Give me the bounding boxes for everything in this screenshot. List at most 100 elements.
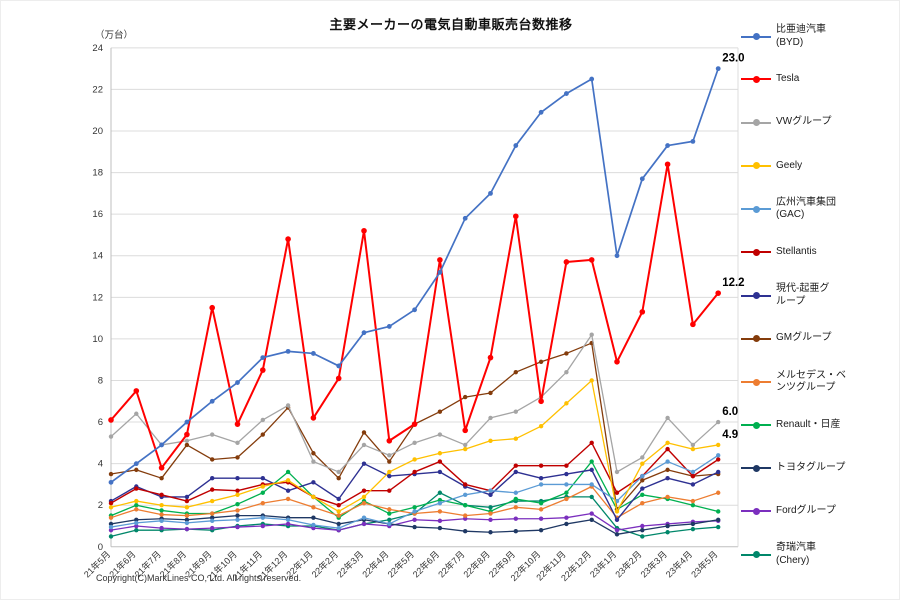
legend-dot-icon — [753, 119, 760, 127]
data-point — [488, 415, 493, 421]
y-tick-label: 8 — [98, 375, 103, 386]
data-point — [134, 517, 139, 522]
y-tick-label: 16 — [92, 209, 103, 220]
legend-item-Renault・日産: Renault・日産 — [741, 419, 840, 432]
data-point — [437, 518, 443, 524]
data-point — [614, 490, 620, 495]
data-point — [588, 257, 595, 263]
data-point — [387, 459, 392, 464]
y-tick-label: 10 — [92, 334, 103, 345]
x-tick-label: 22年4月 — [360, 548, 391, 579]
data-point — [564, 515, 569, 520]
data-point — [108, 505, 114, 510]
data-point — [412, 509, 417, 514]
data-point — [513, 529, 518, 534]
data-point — [285, 517, 291, 522]
data-point — [361, 430, 367, 435]
data-point — [108, 515, 114, 520]
data-point — [513, 409, 518, 414]
x-tick-label: 22年5月 — [385, 548, 416, 579]
data-point — [640, 478, 645, 483]
data-point — [133, 388, 140, 394]
data-point — [614, 532, 620, 537]
data-point — [361, 500, 367, 506]
legend-line-marker-icon — [741, 464, 771, 472]
data-point — [513, 213, 519, 220]
data-point — [716, 419, 721, 425]
data-point — [336, 475, 341, 481]
data-point — [564, 496, 569, 502]
legend-dot-icon — [753, 335, 760, 343]
data-point — [184, 438, 190, 443]
legend-label: Renault・日産 — [776, 418, 841, 430]
data-point — [463, 394, 468, 400]
data-point — [235, 488, 240, 493]
gridlines — [111, 47, 738, 548]
data-point — [463, 482, 468, 487]
data-point — [184, 419, 190, 425]
data-point — [386, 324, 392, 329]
data-point — [538, 507, 544, 512]
legend-line-marker-icon — [741, 162, 771, 170]
legend-line-marker-icon — [741, 378, 771, 386]
data-point — [589, 494, 594, 500]
data-point — [538, 482, 544, 487]
data-point — [513, 469, 518, 475]
data-point — [285, 348, 291, 354]
y-tick-label: 14 — [92, 251, 103, 262]
data-point — [716, 524, 721, 530]
y-tick-label: 0 — [98, 542, 103, 553]
data-point — [209, 398, 215, 404]
data-point — [336, 469, 341, 475]
data-point — [513, 143, 519, 148]
data-point — [336, 496, 341, 502]
data-point — [462, 215, 468, 221]
data-point — [184, 517, 190, 522]
legend-label: VWグループ — [776, 116, 832, 128]
data-point — [589, 467, 594, 473]
data-point — [311, 451, 316, 456]
legend-label: トヨタグループ — [776, 462, 846, 473]
data-point — [134, 520, 139, 526]
data-point — [260, 515, 265, 520]
legend-item-GMグループ: GMグループ — [741, 332, 832, 345]
legend-item-Geely: Geely — [741, 160, 802, 173]
data-point — [387, 517, 392, 522]
legend-dot-icon — [753, 292, 760, 300]
data-point — [184, 442, 190, 448]
data-point — [488, 488, 493, 493]
data-point — [311, 480, 316, 485]
data-point — [488, 505, 493, 510]
data-point — [437, 469, 443, 475]
data-point — [311, 494, 316, 500]
legend-line-marker-icon — [741, 507, 771, 515]
data-point — [690, 473, 696, 479]
data-point — [437, 509, 443, 514]
x-tick-label: 22年2月 — [309, 548, 340, 579]
legend-dot-icon — [753, 378, 760, 386]
data-point — [108, 527, 114, 533]
data-point — [690, 498, 696, 504]
data-point — [134, 527, 139, 533]
data-point — [134, 411, 139, 416]
data-point — [234, 421, 241, 427]
data-point — [235, 508, 240, 513]
data-point — [260, 432, 265, 437]
chart-title: 主要メーカーの電気自動車販売台数推移 — [329, 17, 573, 32]
legend-label: Tesla — [776, 73, 800, 85]
data-point — [108, 524, 114, 530]
legend-line-marker-icon — [741, 551, 771, 559]
data-point — [285, 521, 291, 527]
data-point — [513, 496, 518, 502]
data-point — [184, 526, 190, 532]
series-group — [108, 66, 721, 539]
data-point — [361, 521, 367, 527]
data-point — [488, 390, 493, 396]
data-point — [716, 517, 721, 522]
series-markers-Stellantis — [108, 440, 721, 508]
data-point — [538, 109, 544, 115]
y-tick-label: 2 — [98, 500, 103, 511]
data-point — [336, 521, 341, 527]
data-point — [361, 461, 367, 466]
data-point — [336, 525, 341, 531]
